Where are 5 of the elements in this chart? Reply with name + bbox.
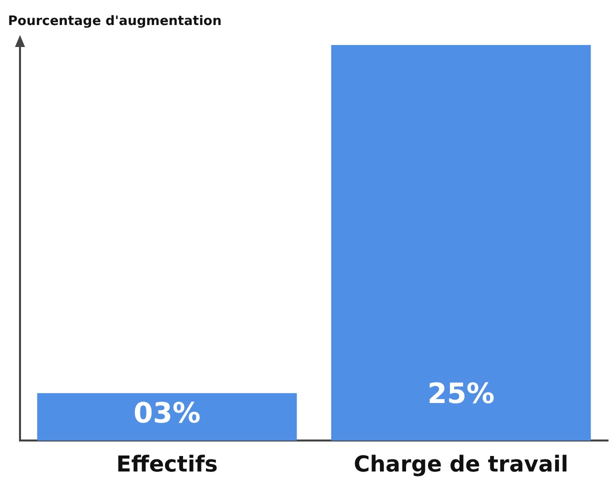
x-tick-label: Effectifs (116, 452, 218, 478)
y-axis-title: Pourcentage d'augmentation (8, 14, 222, 29)
x-tick-label: Charge de travail (354, 452, 568, 478)
data-label: 03% (133, 396, 201, 430)
data-label: 25% (427, 376, 495, 410)
